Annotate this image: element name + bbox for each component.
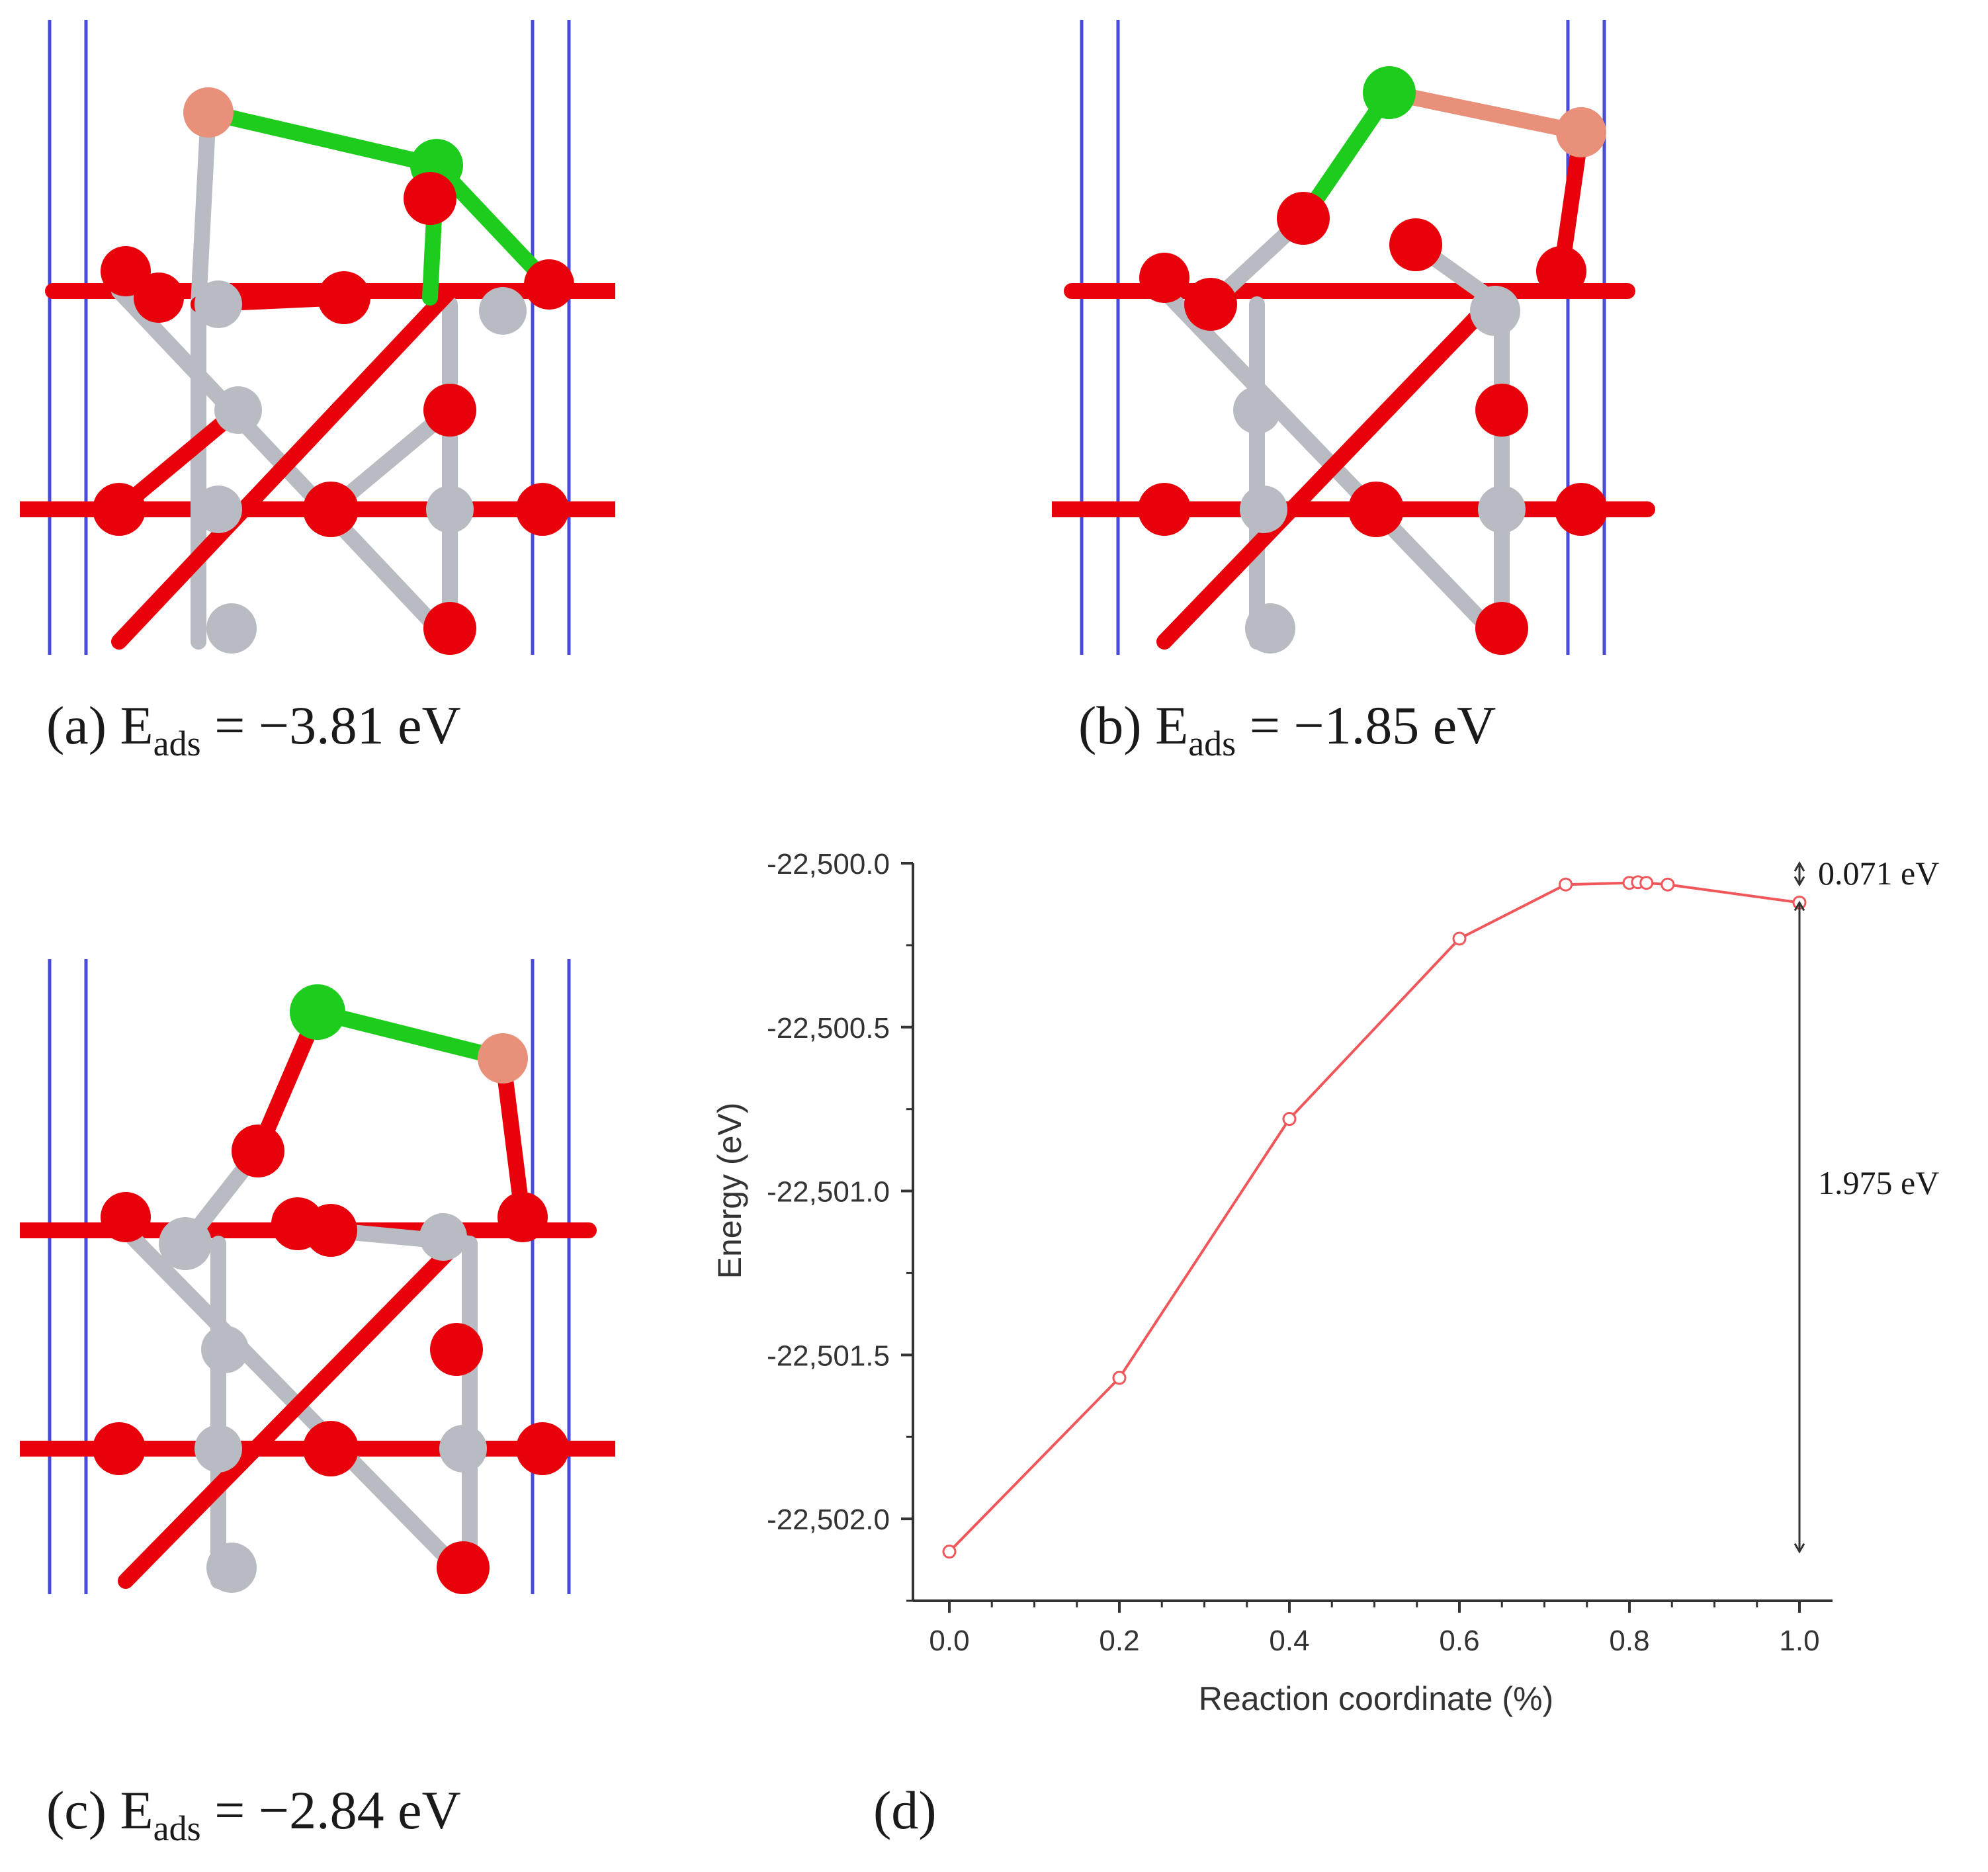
arrow-head (1794, 1543, 1805, 1554)
y-tick-label: -22,501.0 (767, 1176, 890, 1209)
atoms (93, 87, 574, 655)
caption-c-value: = −2.84 eV (214, 1780, 461, 1840)
arrow-head (1794, 876, 1805, 887)
data-point (1452, 931, 1467, 946)
y-tick-label: -22,500.0 (767, 848, 890, 880)
x-tick-label: 0.2 (1099, 1625, 1139, 1657)
caption-c: (c) Eads = −2.84 eV (46, 1779, 461, 1849)
caption-b-value: = −1.85 eV (1249, 695, 1496, 755)
caption-a-letter: (a) (46, 695, 107, 755)
data-point (1112, 1371, 1127, 1385)
arrow-head (1794, 900, 1805, 912)
annotation-label: 0.071 eV (1818, 855, 1939, 892)
caption-a-sub: ads (153, 724, 201, 763)
x-tick-label: 1.0 (1779, 1625, 1819, 1657)
caption-c-letter: (c) (46, 1780, 107, 1840)
caption-b-e: E (1155, 695, 1189, 755)
x-tick-label: 0.6 (1439, 1625, 1479, 1657)
data-point (1282, 1112, 1297, 1127)
caption-d-letter: (d) (873, 1780, 937, 1840)
x-tick-label: 0.8 (1609, 1625, 1649, 1657)
series-line (948, 880, 1800, 1553)
caption-b-sub: ads (1188, 724, 1236, 763)
y-tick-label: -22,502.0 (767, 1504, 890, 1536)
atoms (1138, 66, 1608, 655)
data-point (1639, 876, 1654, 890)
arrow-head (1794, 861, 1805, 872)
caption-c-sub: ads (153, 1808, 201, 1848)
data-point (942, 1545, 957, 1559)
chart-series (942, 875, 1807, 1559)
data-point (1661, 877, 1675, 892)
data-point (1559, 877, 1573, 892)
x-tick-label: 0.4 (1269, 1625, 1309, 1657)
structure-a (20, 20, 615, 655)
structure-b (1052, 20, 1655, 655)
chart-axes (912, 863, 1833, 1602)
caption-a-value: = −3.81 eV (214, 695, 461, 755)
cell-lines (48, 959, 571, 1594)
caption-a: (a) Eads = −3.81 eV (46, 695, 461, 764)
annotation-label: 1.975 eV (1818, 1164, 1939, 1201)
caption-a-e: E (120, 695, 153, 755)
x-tick-label: 0.0 (929, 1625, 969, 1657)
y-tick-label: -22,500.5 (767, 1012, 890, 1044)
x-axis-label: Reaction coordinate (%) (1199, 1680, 1553, 1717)
chart-annotations: 0.071 eV 1.975 eV (1794, 855, 1939, 1554)
caption-b: (b) Eads = −1.85 eV (1078, 695, 1496, 764)
structure-c (20, 959, 615, 1594)
caption-d: (d) (873, 1779, 937, 1842)
y-axis-label: Energy (eV) (711, 1103, 748, 1279)
cell-lines (48, 20, 571, 655)
chart-ticks: 0.0 0.2 0.4 0.6 0.8 1.0 -22,500.0 -22,500.5 -22,… (767, 848, 1820, 1657)
caption-b-letter: (b) (1078, 695, 1142, 755)
atoms (93, 984, 569, 1594)
y-tick-label: -22,501.5 (767, 1340, 890, 1372)
caption-c-e: E (120, 1780, 153, 1840)
